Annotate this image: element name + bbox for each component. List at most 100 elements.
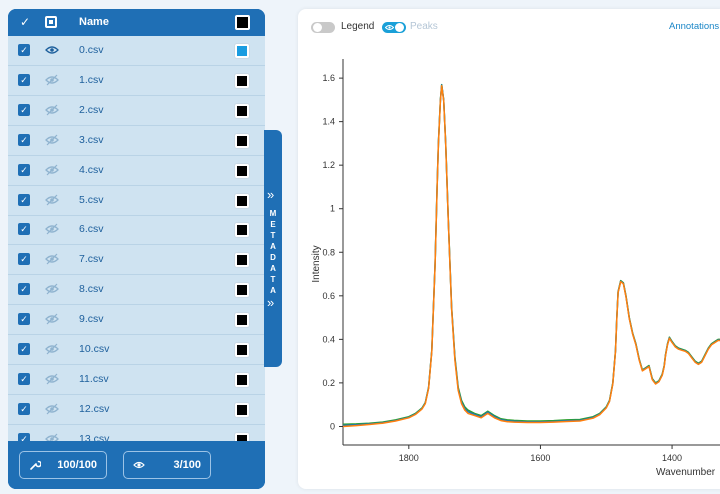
- color-swatch[interactable]: [235, 283, 249, 298]
- name-column-header[interactable]: Name: [79, 16, 109, 28]
- y-axis-label: Intensity: [311, 245, 322, 282]
- metadata-letter: A: [270, 264, 276, 273]
- spectrum-line: [342, 84, 720, 427]
- color-swatch[interactable]: [235, 73, 249, 88]
- file-row[interactable]: ✓ 0.csv: [8, 36, 265, 66]
- file-select-checkbox[interactable]: ✓: [18, 253, 30, 266]
- file-panel: ✓ Name ✓ 0.csv ✓ 1.csv ✓ 2.csv ✓ 3.csv ✓ 4.csv ✓ 5.…: [8, 9, 265, 489]
- eye-icon: [133, 461, 145, 469]
- color-swatch[interactable]: [235, 223, 249, 238]
- file-select-checkbox[interactable]: ✓: [18, 372, 30, 385]
- color-swatch[interactable]: [235, 313, 249, 328]
- file-row[interactable]: ✓ 8.csv: [8, 275, 265, 306]
- color-column-header[interactable]: [235, 15, 250, 30]
- eye-off-icon[interactable]: [45, 134, 59, 146]
- eye-off-icon[interactable]: [45, 253, 59, 265]
- file-row[interactable]: ✓ 4.csv: [8, 156, 265, 186]
- file-row[interactable]: ✓ 10.csv: [8, 335, 265, 365]
- file-row[interactable]: ✓ 1.csv: [8, 66, 265, 96]
- color-swatch[interactable]: [235, 432, 249, 441]
- color-swatch[interactable]: [235, 343, 249, 357]
- eye-icon[interactable]: [45, 44, 59, 56]
- file-row[interactable]: ✓ 12.csv: [8, 395, 265, 425]
- file-select-checkbox[interactable]: ✓: [18, 73, 30, 86]
- metadata-letter: M: [269, 209, 277, 218]
- file-row[interactable]: ✓ 3.csv: [8, 126, 265, 156]
- file-row[interactable]: ✓ 5.csv: [8, 186, 265, 216]
- file-row[interactable]: ✓ 11.csv: [8, 365, 265, 395]
- metadata-letter: T: [270, 275, 276, 284]
- file-name: 6.csv: [79, 223, 104, 236]
- legend-toggle[interactable]: [311, 22, 335, 33]
- eye-off-icon[interactable]: [45, 343, 59, 355]
- eye-off-icon[interactable]: [45, 104, 59, 116]
- file-row[interactable]: ✓ 13.csv: [8, 425, 265, 441]
- y-tick-label: 0: [330, 421, 335, 431]
- y-tick-label: 0.4: [322, 334, 335, 344]
- file-select-checkbox[interactable]: ✓: [18, 44, 30, 56]
- color-swatch[interactable]: [235, 193, 249, 208]
- eye-off-icon[interactable]: [45, 313, 59, 325]
- eye-off-icon[interactable]: [45, 164, 59, 176]
- file-select-checkbox[interactable]: ✓: [18, 223, 30, 236]
- eye-off-icon[interactable]: [45, 283, 59, 295]
- eye-off-icon[interactable]: [45, 223, 59, 235]
- file-row[interactable]: ✓ 7.csv: [8, 245, 265, 276]
- color-swatch[interactable]: [235, 133, 249, 148]
- y-tick-label: 1.2: [322, 160, 335, 170]
- x-axis-label: Wavenumber: [656, 467, 716, 478]
- file-select-checkbox[interactable]: ✓: [18, 103, 30, 116]
- color-swatch[interactable]: [235, 402, 249, 417]
- file-name: 5.csv: [79, 193, 104, 206]
- file-select-checkbox[interactable]: ✓: [18, 163, 30, 176]
- legend-toggle-label: Legend: [341, 21, 375, 32]
- file-name: 4.csv: [79, 163, 104, 176]
- annotations-link[interactable]: Annotations: [669, 21, 720, 32]
- chart-card: Legend Peaks Annotations 0 0.2 0.4 0.6 0.8 1 1…: [298, 9, 720, 489]
- color-swatch[interactable]: [235, 253, 249, 268]
- eye-off-icon[interactable]: [45, 373, 59, 385]
- selected-count-button[interactable]: 100/100: [19, 451, 107, 479]
- selected-count: 100/100: [57, 459, 97, 471]
- file-row[interactable]: ✓ 2.csv: [8, 96, 265, 126]
- visible-count-button[interactable]: 3/100: [123, 451, 211, 479]
- file-select-checkbox[interactable]: ✓: [18, 193, 30, 206]
- color-swatch[interactable]: [235, 103, 249, 118]
- file-name: 12.csv: [79, 402, 110, 415]
- file-name: 7.csv: [79, 253, 104, 266]
- file-select-checkbox[interactable]: ✓: [18, 313, 30, 326]
- eye-off-icon[interactable]: [45, 194, 59, 206]
- file-list[interactable]: ✓ 0.csv ✓ 1.csv ✓ 2.csv ✓ 3.csv ✓ 4.csv ✓ 5.csv ✓ 6.c…: [8, 36, 265, 441]
- file-select-checkbox[interactable]: ✓: [18, 402, 30, 415]
- file-select-checkbox[interactable]: ✓: [18, 283, 30, 296]
- eye-off-icon[interactable]: [45, 433, 59, 441]
- file-select-checkbox[interactable]: ✓: [18, 343, 30, 355]
- toggle-all-visibility-checkbox[interactable]: [45, 16, 57, 28]
- file-select-checkbox[interactable]: ✓: [18, 133, 30, 146]
- file-select-checkbox[interactable]: ✓: [18, 432, 30, 441]
- file-name: 2.csv: [79, 103, 104, 116]
- color-swatch[interactable]: [235, 44, 249, 58]
- file-name: 9.csv: [79, 313, 104, 326]
- color-swatch[interactable]: [235, 372, 249, 387]
- y-tick-label: 0.8: [322, 247, 335, 257]
- peaks-toggle[interactable]: [382, 22, 406, 33]
- x-tick-label: 1800: [399, 453, 419, 463]
- chevron-right-icon: »: [267, 187, 275, 202]
- check-icon[interactable]: ✓: [19, 15, 31, 29]
- visible-count: 3/100: [173, 459, 201, 471]
- file-name: 8.csv: [79, 283, 104, 296]
- metadata-letter: A: [270, 242, 276, 251]
- spectrum-plot[interactable]: 0 0.2 0.4 0.6 0.8 1 1.2 1.4 1.6 1800 1600 1400 Inten…: [298, 9, 720, 489]
- file-row[interactable]: ✓ 9.csv: [8, 305, 265, 336]
- file-row[interactable]: ✓ 6.csv: [8, 215, 265, 246]
- eye-off-icon[interactable]: [45, 74, 59, 86]
- spectrum-line: [342, 83, 720, 426]
- color-swatch[interactable]: [235, 163, 249, 178]
- y-tick-label: 1.4: [322, 117, 335, 127]
- file-name: 0.csv: [79, 44, 104, 56]
- file-table-header: ✓ Name: [8, 9, 265, 36]
- eye-off-icon[interactable]: [45, 403, 59, 415]
